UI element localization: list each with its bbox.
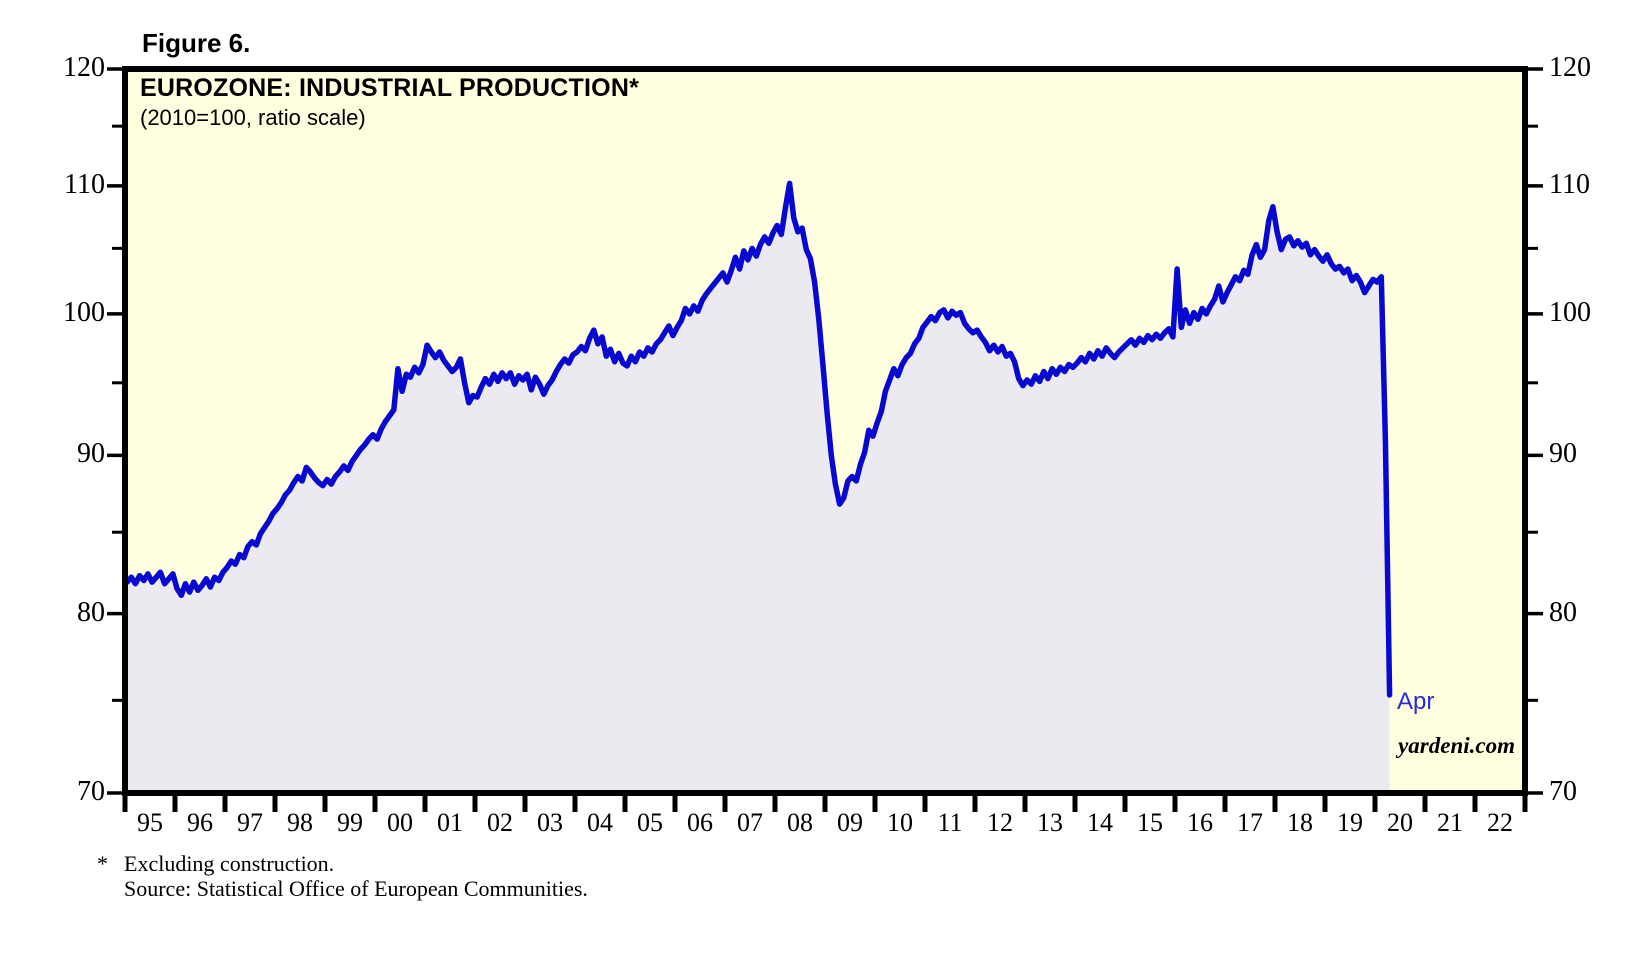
x-tick-label: 20 [1387, 808, 1413, 837]
x-tick-label: 05 [637, 808, 663, 837]
x-tick-label: 17 [1237, 808, 1263, 837]
y-tick-label-right: 80 [1549, 596, 1577, 628]
x-tick-label: 04 [587, 808, 613, 837]
plot-border [122, 66, 1528, 796]
y-tick-label-right: 70 [1549, 776, 1577, 807]
last-point-annotation: Apr [1397, 688, 1435, 715]
area-under-curve [127, 183, 1390, 793]
x-tick-label: 16 [1187, 808, 1213, 837]
footnote-marker: * [97, 851, 108, 876]
x-tick-label: 01 [437, 808, 463, 837]
x-tick-label: 13 [1037, 808, 1063, 837]
y-tick-label-left: 120 [63, 52, 105, 83]
footnote-text: Excluding construction. [124, 851, 335, 876]
x-tick-label: 06 [687, 808, 713, 837]
area-fill [127, 183, 1390, 793]
x-tick-label: 02 [487, 808, 513, 837]
x-tick-label: 99 [337, 808, 363, 837]
x-tick-label: 07 [737, 808, 763, 837]
x-tick-label: 10 [887, 808, 913, 837]
y-tick-label-right: 120 [1549, 52, 1591, 83]
x-tick-label: 15 [1137, 808, 1163, 837]
chart-subtitle: (2010=100, ratio scale) [140, 105, 366, 130]
x-tick-label: 11 [937, 808, 963, 837]
x-tick-label: 00 [387, 808, 413, 837]
x-tick-label: 22 [1487, 808, 1513, 837]
x-tick-label: 08 [787, 808, 813, 837]
x-tick-label: 18 [1287, 808, 1313, 837]
x-tick-label: 98 [287, 808, 313, 837]
source-text: Source: Statistical Office of European C… [124, 876, 588, 901]
x-tick-label: 95 [137, 808, 163, 837]
y-tick-label-right: 100 [1549, 296, 1591, 328]
x-tick-label: 97 [237, 808, 263, 837]
chart-title: EUROZONE: INDUSTRIAL PRODUCTION* [140, 74, 640, 102]
plot-border-rect [122, 66, 1528, 796]
y-tick-label-left: 90 [77, 438, 105, 470]
x-tick-label: 96 [187, 808, 213, 837]
y-tick-label-left: 110 [64, 168, 105, 200]
x-tick-label: 09 [837, 808, 863, 837]
figure-label: Figure 6. [142, 28, 251, 58]
x-tick-label: 03 [537, 808, 563, 837]
y-tick-label-left: 80 [77, 596, 105, 628]
y-tick-label-right: 110 [1549, 168, 1590, 200]
x-tick-label: 12 [987, 808, 1013, 837]
y-tick-label-left: 70 [77, 776, 105, 807]
y-tick-label-right: 90 [1549, 438, 1577, 470]
x-tick-label: 19 [1337, 808, 1363, 837]
x-tick-label: 14 [1087, 808, 1113, 837]
industrial-production-line [124, 180, 1393, 698]
series-line [124, 180, 1393, 698]
y-tick-label-left: 100 [63, 296, 105, 328]
watermark-yardeni: yardeni.com [1398, 733, 1515, 758]
x-tick-label: 21 [1437, 808, 1463, 837]
